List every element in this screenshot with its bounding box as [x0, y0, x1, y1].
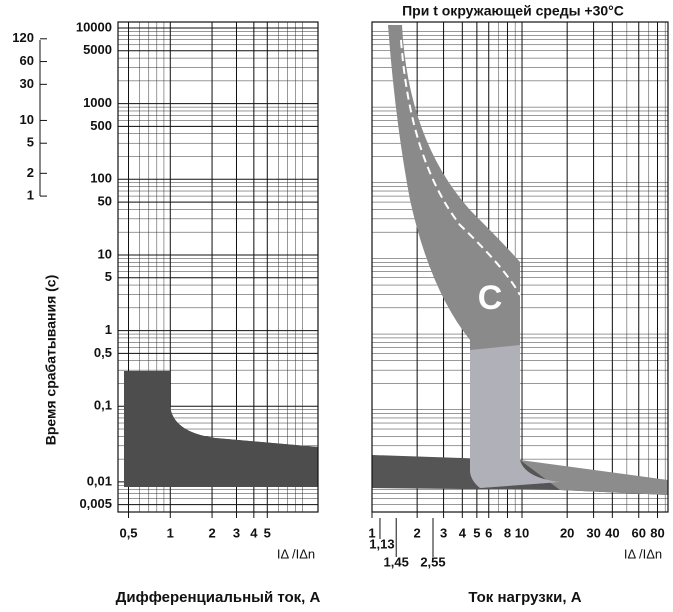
x-tick-label: 4 — [459, 525, 467, 540]
residual-current-zone — [124, 371, 318, 487]
x-unit: IΔ /IΔn — [624, 546, 662, 561]
x-tick-label: 4 — [250, 525, 258, 540]
x-tick-label: 10 — [515, 525, 529, 540]
y-tick-label: 50 — [98, 194, 112, 209]
x-tick-label: 20 — [560, 525, 574, 540]
x-tick-label: 3 — [233, 525, 240, 540]
x-tick-label: 40 — [605, 525, 619, 540]
x-tick-label: 30 — [586, 525, 600, 540]
time-tick-label: 5 — [27, 135, 34, 150]
time-tick-label: 10 — [20, 112, 34, 127]
time-tick-label: 60 — [20, 53, 34, 68]
chart-title: При t окружающей среды +30°С — [402, 3, 624, 19]
instant-trip-zone — [470, 345, 560, 488]
y-axis-label: Время срабатывания (с) — [43, 275, 59, 446]
overlap-zone — [520, 460, 668, 495]
time-tick-label: 120 — [12, 30, 34, 45]
y-tick-label: 0,5 — [94, 345, 112, 360]
time-tick-label: 30 — [20, 76, 34, 91]
x-caption: Дифференциальный ток, А — [116, 589, 321, 606]
x-tick-label: 5 — [264, 525, 271, 540]
y-tick-label: 10 — [98, 246, 112, 261]
y-tick-label: 10000 — [76, 19, 112, 34]
x-tick-label: 5 — [473, 525, 480, 540]
time-tick-label: 1 — [27, 188, 34, 203]
curve-label: C — [478, 279, 503, 317]
x-tick-label: 1 — [368, 525, 375, 540]
x-tick-label: 0,5 — [119, 525, 137, 540]
y-tick-label: 0,005 — [79, 496, 112, 511]
y-tick-label: 500 — [90, 118, 112, 133]
y-tick-label: 1000 — [83, 95, 112, 110]
x-tick-label: 2 — [414, 525, 421, 540]
y-tick-label: 5 — [105, 269, 112, 284]
x-tick-label: 6 — [485, 525, 492, 540]
left-frame — [117, 21, 319, 513]
x-unit: IΔ /IΔn — [277, 546, 315, 561]
x-tick-label: 1 — [167, 525, 174, 540]
x-tick-label: 2 — [208, 525, 215, 540]
extra-tick-label: 1,45 — [384, 554, 409, 569]
y-tick-label: 5000 — [83, 42, 112, 57]
extra-tick-label: 2,55 — [420, 554, 445, 569]
x-tick-label: 8 — [504, 525, 511, 540]
y-tick-label: 0,1 — [94, 398, 112, 413]
dashed-curve — [400, 39, 521, 296]
right-frame — [371, 21, 669, 513]
extra-tick-label: 1,13 — [369, 536, 394, 551]
x-tick-label: 80 — [650, 525, 664, 540]
y-tick-label: 1 — [105, 322, 112, 337]
x-caption: Ток нагрузки, А — [468, 589, 581, 606]
time-tick-label: 2 — [27, 165, 34, 180]
x-tick-label: 3 — [440, 525, 447, 540]
y-tick-label: 100 — [90, 171, 112, 186]
y-tick-label: 0,01 — [87, 473, 112, 488]
x-tick-label: 60 — [632, 525, 646, 540]
